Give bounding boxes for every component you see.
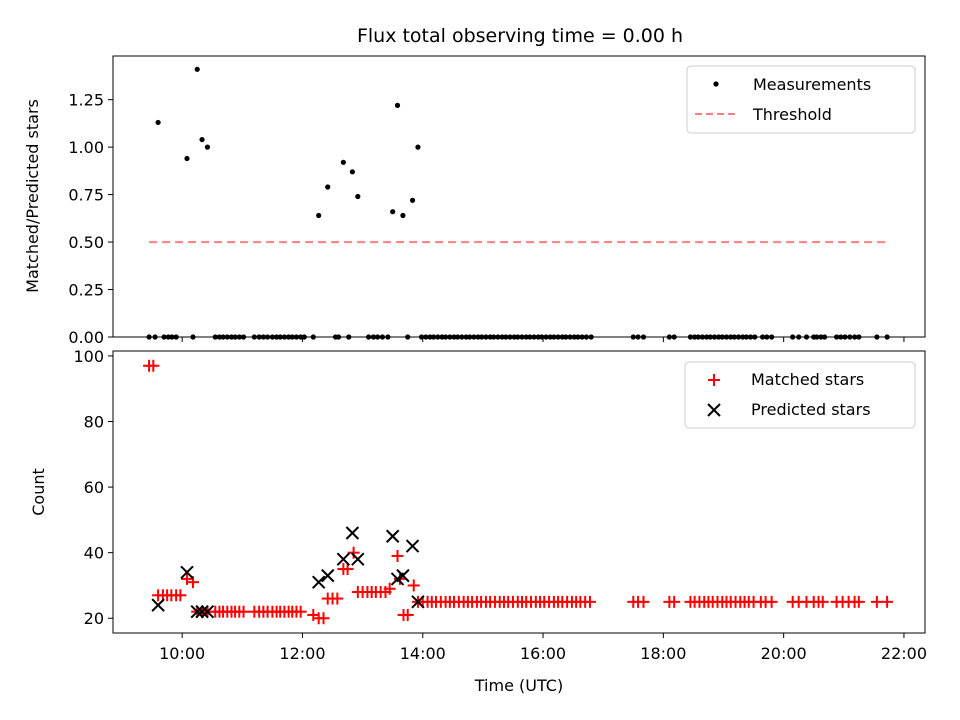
legend-predicted-marker: [707, 403, 721, 417]
bottom-x-tick-label: 22:00: [881, 644, 927, 663]
top-y-axis-label: Matched/Predicted stars: [23, 99, 42, 293]
x-axis-label: Time (UTC): [474, 676, 563, 695]
bottom-x-tick-label: 20:00: [761, 644, 807, 663]
measurement-point: [316, 212, 322, 219]
matched-star-marker: [407, 579, 420, 592]
bottom-y-tick-label: 100: [73, 347, 104, 366]
top-y-tick-label: 0.00: [68, 328, 104, 347]
top-y-tick-label: 0.75: [68, 186, 104, 205]
bottom-x-tick-label: 12:00: [279, 644, 325, 663]
bottom-x-tick-label: 16:00: [520, 644, 566, 663]
measurement-point: [394, 102, 401, 108]
matched-star-marker: [341, 563, 354, 576]
bottom-y-tick-label: 60: [84, 478, 104, 497]
bottom-x-tick-label: 10:00: [159, 644, 205, 663]
bottom-axes-frame: [112, 350, 926, 634]
matched-star-marker: [637, 595, 650, 608]
predicted-star-marker: [396, 568, 410, 583]
measurement-point: [415, 144, 421, 150]
predicted-star-marker: [336, 552, 351, 566]
top-legend-box: [686, 65, 916, 134]
measurement-point: [184, 155, 190, 162]
measurement-point: [340, 159, 346, 165]
matched-star-marker: [668, 595, 681, 608]
top-axes-frame: [112, 55, 926, 338]
legend-measurements-label: Measurements: [753, 75, 871, 94]
predicted-star-marker: [385, 529, 400, 543]
top-legend: Measurements Threshold: [686, 65, 916, 134]
predicted-star-marker: [345, 526, 360, 540]
bottom-y-axis-label: Count: [29, 468, 48, 516]
matched-star-marker: [347, 546, 360, 559]
measurement-point: [194, 66, 200, 72]
matched-star-marker: [180, 572, 193, 585]
predicted-star-marker: [311, 575, 326, 589]
predicted-stars-series: [151, 526, 425, 619]
measurement-point: [390, 209, 396, 215]
measurement-point: [409, 197, 416, 203]
predicted-star-marker: [195, 604, 209, 619]
predicted-star-marker: [180, 565, 194, 580]
bottom-y-tick-label: 40: [84, 544, 104, 563]
top-y-tick-label: 0.50: [68, 233, 104, 252]
predicted-star-marker: [405, 539, 420, 553]
matched-star-marker: [317, 612, 330, 625]
matched-star-marker: [881, 595, 894, 608]
measurement-point: [325, 184, 331, 190]
chart-title: Flux total observing time = 0.00 h: [357, 25, 683, 47]
measurement-point: [199, 136, 205, 143]
bottom-y-tick-label: 80: [84, 413, 104, 432]
bottom-x-ticks: 10:00 12:00 14:00 16:00 18:00 20:00 22:00: [159, 633, 927, 663]
top-y-tick-label: 1.25: [68, 91, 104, 110]
legend-threshold-label: Threshold: [752, 105, 832, 124]
predicted-star-marker: [151, 598, 165, 612]
top-y-ticks: 0.00 0.25 0.50 0.75 1.00 1.25: [68, 91, 113, 347]
matched-star-marker: [401, 608, 414, 621]
matched-star-marker: [331, 592, 344, 605]
legend-measurements-marker: [713, 81, 719, 87]
predicted-star-marker: [411, 595, 425, 609]
measurement-point: [349, 169, 355, 175]
predicted-star-marker: [351, 552, 365, 566]
matched-star-marker: [765, 595, 778, 608]
matched-star-marker: [147, 359, 160, 372]
measurement-point: [155, 119, 161, 126]
bottom-panel: 20 40 60 80 100 10:00 12:00 14:00 16:00 18:00 20:…: [29, 347, 927, 695]
top-panel: 0.00 0.25 0.50 0.75 1.00 1.25 Matched/Predict…: [23, 55, 926, 347]
bottom-y-ticks: 20 40 60 80 100: [73, 347, 113, 628]
matched-star-marker: [852, 595, 865, 608]
bottom-legend-box: [684, 361, 916, 429]
measurement-point: [355, 193, 361, 200]
matched-star-marker: [391, 549, 404, 562]
bottom-x-tick-label: 14:00: [400, 644, 446, 663]
bottom-x-tick-label: 18:00: [640, 644, 686, 663]
bottom-legend: Matched stars Predicted stars: [684, 361, 916, 429]
top-y-tick-label: 1.00: [68, 138, 104, 157]
matched-star-marker: [383, 582, 396, 595]
legend-matched-marker: [708, 374, 720, 386]
legend-matched-label: Matched stars: [751, 370, 864, 389]
matched-star-marker: [174, 589, 187, 602]
matched-star-marker: [237, 605, 250, 618]
matched-star-marker: [294, 605, 307, 618]
measurement-point: [204, 144, 211, 150]
bottom-y-tick-label: 20: [84, 609, 104, 628]
matched-stars-series: [143, 359, 894, 625]
matched-star-marker: [583, 595, 596, 608]
matched-star-marker: [816, 595, 829, 608]
measurement-point: [400, 212, 406, 219]
predicted-star-marker: [200, 604, 215, 619]
top-y-tick-label: 0.25: [68, 281, 104, 300]
legend-predicted-label: Predicted stars: [751, 400, 871, 419]
matched-star-marker: [870, 595, 883, 608]
predicted-star-marker: [321, 568, 335, 583]
predicted-star-marker: [190, 604, 204, 619]
